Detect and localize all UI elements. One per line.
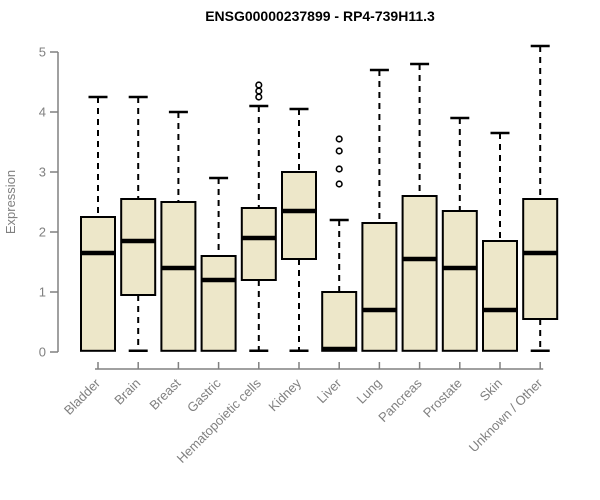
y-axis-tick-label: 0: [39, 345, 46, 360]
x-axis-tick-label: Liver: [314, 375, 345, 406]
box-brain: [120, 95, 157, 353]
box-rect: [401, 195, 438, 352]
outlier-point: [335, 180, 343, 188]
box-rect: [120, 198, 157, 296]
x-axis-tick-label: Kidney: [265, 375, 304, 414]
box-lung: [361, 68, 398, 352]
box-unknown-other: [522, 44, 559, 353]
x-axis-tick-label: Skin: [477, 376, 505, 404]
box-kidney: [281, 107, 317, 353]
box-gastric: [200, 176, 237, 352]
box-rect: [200, 255, 237, 352]
box-rect: [281, 171, 317, 260]
box-rect: [80, 216, 116, 352]
x-axis-tick-label: Unknown / Other: [466, 375, 546, 455]
box-pancreas: [401, 62, 438, 352]
y-axis-tick-label: 2: [39, 225, 46, 240]
box-breast: [160, 110, 197, 352]
box-rect: [361, 222, 398, 352]
y-axis-tick-label: 1: [39, 285, 46, 300]
outlier-point: [255, 93, 263, 101]
outlier-point: [335, 135, 343, 143]
box-bladder: [80, 95, 116, 352]
box-rect: [482, 240, 518, 352]
chart-title: ENSG00000237899 - RP4-739H11.3: [205, 8, 435, 24]
box-hematopoietic-cells: [240, 81, 277, 353]
box-rect: [321, 291, 358, 352]
y-axis-tick-label: 3: [39, 165, 46, 180]
outlier-point: [255, 81, 263, 89]
box-rect: [160, 201, 197, 352]
box-rect: [522, 198, 559, 320]
x-axis-tick-label: Bladder: [61, 375, 104, 418]
x-axis-tick-label: Brain: [111, 376, 143, 408]
box-liver: [321, 135, 358, 352]
x-axis-tick-label: Pancreas: [375, 375, 425, 425]
x-axis-tick-label: Breast: [146, 375, 183, 412]
outlier-point: [335, 165, 343, 173]
y-axis-tick-label: 4: [39, 105, 46, 120]
x-axis-tick-label: Gastric: [184, 375, 224, 415]
outlier-point: [255, 87, 263, 95]
box-prostate: [441, 116, 478, 352]
y-axis-tick-label: 5: [39, 45, 46, 60]
box-rect: [240, 207, 277, 281]
box-skin: [482, 131, 518, 352]
box-rect: [441, 210, 478, 352]
x-axis-tick-label: Lung: [353, 376, 384, 407]
x-axis-tick-label: Prostate: [420, 376, 465, 421]
y-axis-label: Expression: [3, 170, 18, 234]
outlier-point: [335, 147, 343, 155]
